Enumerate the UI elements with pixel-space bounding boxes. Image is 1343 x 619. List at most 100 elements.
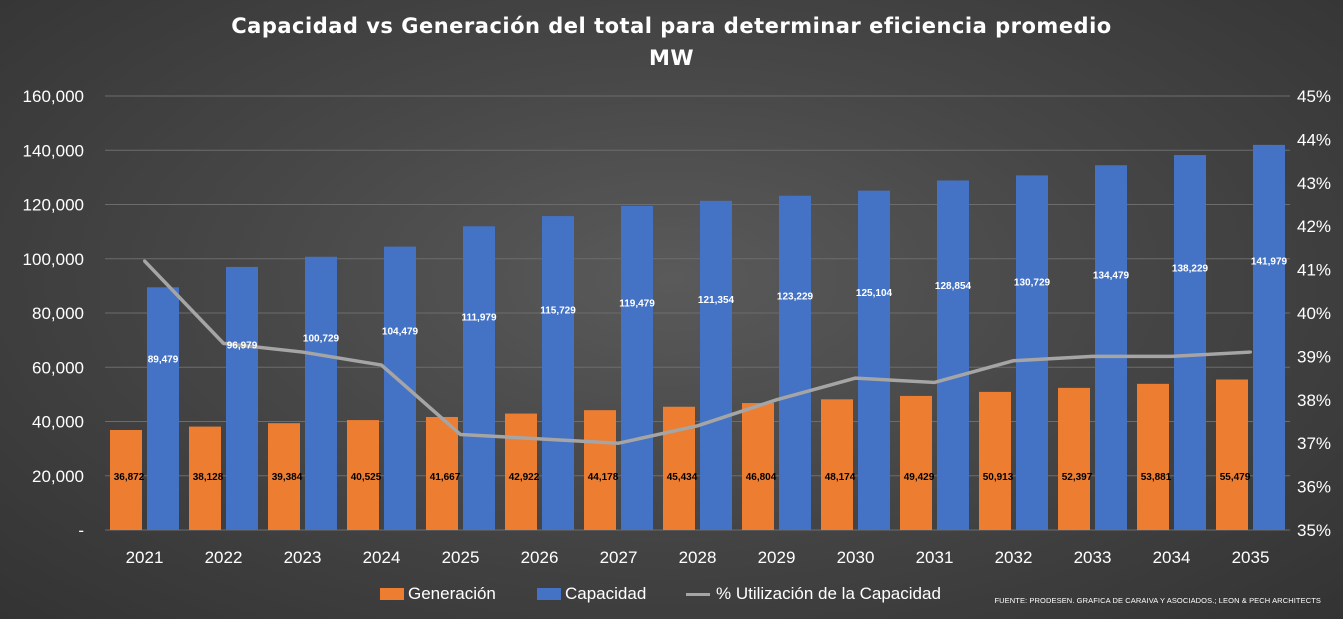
data-label-capacidad: 115,729 [540,305,576,316]
bar-capacidad [463,226,495,530]
bar-capacidad [147,287,179,530]
data-label-capacidad: 134,479 [1093,270,1130,281]
legend-item-utilizacion: % Utilización de la Capacidad [686,584,941,604]
y-left-tick-label: 120,000 [23,196,84,215]
bar-generacion [426,416,458,530]
bar-generacion [663,406,695,530]
bar-generacion [821,399,853,530]
data-label-generacion: 36,872 [114,472,145,483]
y-right-tick-label: 35% [1297,521,1331,540]
data-label-generacion: 42,922 [509,472,540,483]
x-tick-label: 2035 [1232,548,1270,567]
y-right-tick-label: 44% [1297,130,1331,149]
bar-capacidad [1016,175,1048,530]
bar-generacion [979,391,1011,530]
legend-label-generacion: Generación [408,584,496,603]
x-tick-label: 2021 [126,548,164,567]
bar-capacidad [1174,155,1206,530]
point-utilizacion [222,341,225,345]
y-right-tick-label: 38% [1297,391,1331,410]
bar-generacion [1216,379,1248,530]
bar-capacidad [1095,165,1127,530]
x-tick-label: 2022 [205,548,243,567]
bar-generacion [189,426,221,530]
data-label-generacion: 44,178 [588,472,619,483]
source-note: FUENTE: PRODESEN. GRAFICA DE CARAIVA Y A… [994,596,1321,605]
point-utilizacion [301,350,304,354]
data-label-capacidad: 89,479 [148,355,179,366]
data-label-capacidad: 111,979 [461,312,496,323]
y-left-tick-label: 20,000 [32,467,84,486]
y-left-tick-label: 100,000 [23,250,84,269]
data-label-generacion: 46,804 [746,472,777,483]
point-utilizacion [854,376,857,380]
bar-generacion [584,410,616,530]
bar-capacidad [700,200,732,530]
y-left-tick-label: 80,000 [32,304,84,323]
x-tick-label: 2032 [995,548,1033,567]
point-utilizacion [617,441,620,445]
x-tick-label: 2025 [442,548,480,567]
x-tick-label: 2033 [1074,548,1112,567]
bar-generacion [742,403,774,530]
data-label-generacion: 49,429 [904,472,935,483]
legend-item-capacidad: Capacidad [537,584,646,604]
data-label-generacion: 50,913 [983,472,1014,483]
data-label-generacion: 48,174 [825,472,856,483]
data-label-capacidad: 128,854 [935,281,972,292]
y-left-tick-label: 160,000 [23,87,84,106]
point-utilizacion [538,437,541,441]
y-right-tick-label: 37% [1297,434,1331,453]
y-right-tick-label: 43% [1297,174,1331,193]
data-label-generacion: 39,384 [272,472,303,483]
x-tick-label: 2023 [284,548,322,567]
x-tick-label: 2027 [600,548,638,567]
data-label-capacidad: 96,979 [227,340,258,351]
y-left-tick-label: 60,000 [32,358,84,377]
data-label-generacion: 55,479 [1220,472,1251,483]
x-tick-label: 2026 [521,548,559,567]
bar-capacidad [621,205,653,530]
point-utilizacion [696,424,699,428]
x-tick-label: 2030 [837,548,875,567]
data-label-generacion: 52,397 [1062,472,1093,483]
point-utilizacion [1091,354,1094,358]
point-utilizacion [1170,354,1173,358]
x-tick-label: 2031 [916,548,954,567]
x-tick-label: 2024 [363,548,401,567]
bar-capacidad [1253,144,1285,530]
bar-capacidad [305,256,337,530]
chart-title: Capacidad vs Generación del total para d… [231,14,1112,38]
legend-label-capacidad: Capacidad [565,584,647,603]
data-label-generacion: 40,525 [351,472,382,483]
x-tick-label: 2034 [1153,548,1191,567]
legend-label-utilizacion: % Utilización de la Capacidad [716,584,941,603]
bar-generacion [268,423,300,530]
y-right-tick-label: 45% [1297,87,1331,106]
y-right-tick-label: 39% [1297,347,1331,366]
bar-capacidad [226,266,258,530]
data-label-capacidad: 141,979 [1251,256,1288,267]
y-right-tick-label: 41% [1297,261,1331,280]
chart-legend: Generación Capacidad % Utilización de la… [0,584,1343,606]
bar-generacion [505,413,537,530]
bar-capacidad [858,190,890,530]
point-utilizacion [459,433,462,437]
bar-generacion [900,395,932,530]
data-label-capacidad: 123,229 [777,291,814,302]
legend-swatch-utilizacion [686,592,710,596]
y-left-tick-label: 140,000 [23,141,84,160]
data-label-generacion: 53,881 [1141,472,1172,483]
data-label-generacion: 38,128 [193,472,224,483]
x-tick-label: 2029 [758,548,796,567]
bar-generacion [110,429,142,530]
data-label-capacidad: 138,229 [1172,263,1209,274]
y-right-tick-label: 40% [1297,304,1331,323]
data-label-capacidad: 130,729 [1014,277,1051,288]
bar-generacion [347,420,379,530]
x-tick-label: 2028 [679,548,717,567]
bar-capacidad [779,195,811,530]
chart-subtitle: MW [648,46,695,70]
y-right-tick-label: 42% [1297,217,1331,236]
bar-generacion [1137,383,1169,530]
